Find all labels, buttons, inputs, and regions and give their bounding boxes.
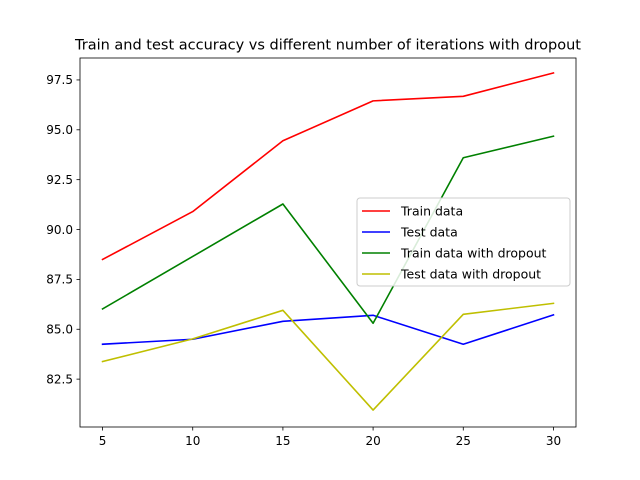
axes-layer: 5 10 15 20 25 30 82.5 85.0 87.5 90.0 92.5 95.0 97.5	[46, 57, 577, 448]
y-tick-label: 82.5	[46, 372, 73, 386]
x-tick-label: 5	[99, 434, 107, 448]
chart-title: Train and test accuracy vs different num…	[74, 38, 581, 54]
y-tick-label: 87.5	[46, 273, 73, 287]
x-tick-label: 25	[456, 434, 471, 448]
series-line-1	[101, 71, 555, 261]
legend-label-1: Train data	[400, 204, 463, 219]
x-tick-label: 30	[546, 434, 561, 448]
legend-box	[356, 197, 571, 287]
y-tick-label: 92.5	[46, 173, 73, 187]
x-tick-label: 20	[365, 434, 380, 448]
y-tick-label: 85.0	[46, 323, 73, 337]
y-tick-label: 97.5	[46, 73, 73, 87]
x-tick-label: 10	[185, 434, 200, 448]
legend: Train data Test data Train data with dropo…	[356, 197, 571, 287]
series-line-2	[101, 313, 555, 346]
series-layer	[101, 71, 555, 411]
legend-label-2: Test data	[400, 225, 458, 240]
x-tick-label: 15	[275, 434, 290, 448]
series-line-4	[101, 302, 555, 411]
y-tick-label: 95.0	[46, 123, 73, 137]
series-line-3	[101, 135, 555, 325]
y-tick-label: 90.0	[46, 223, 73, 237]
axes-frame	[79, 57, 577, 428]
legend-label-3: Train data with dropout	[400, 246, 547, 261]
legend-label-4: Test data with dropout	[400, 267, 541, 282]
